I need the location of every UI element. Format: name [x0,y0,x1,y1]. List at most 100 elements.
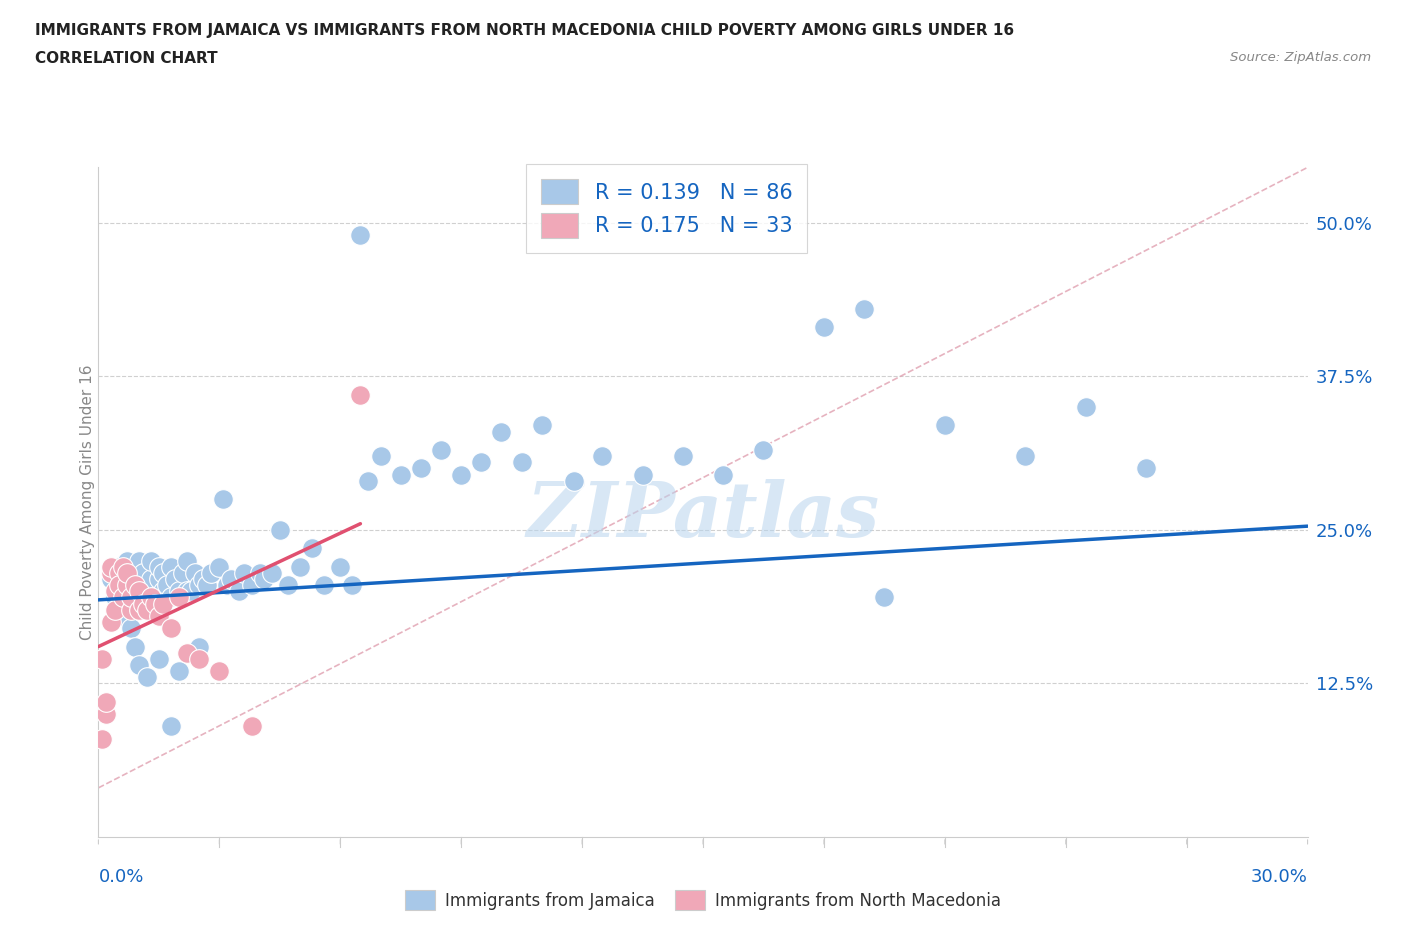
Point [329,559,352,574]
Point [184,565,207,580]
Point [115,565,138,580]
Y-axis label: Child Poverty Among Girls Under 16: Child Poverty Among Girls Under 16 [80,365,94,640]
Point [120,620,142,635]
Point [349,387,371,402]
Point [240,578,263,592]
Point [1135,461,1157,476]
Point [167,584,190,599]
Point [128,553,150,568]
Point [530,418,553,432]
Point [195,578,218,592]
Point [148,651,170,666]
Point [96,695,118,710]
Text: Source: ZipAtlas.com: Source: ZipAtlas.com [1230,51,1371,64]
Legend: Immigrants from Jamaica, Immigrants from North Macedonia: Immigrants from Jamaica, Immigrants from… [398,884,1008,917]
Point [120,603,142,618]
Point [111,608,134,623]
Point [160,620,183,635]
Point [148,559,170,574]
Point [107,559,129,574]
Point [143,590,166,604]
Point [115,584,138,599]
Point [491,424,513,439]
Point [249,565,271,580]
Text: CORRELATION CHART: CORRELATION CHART [35,51,218,66]
Point [176,645,198,660]
Point [103,590,125,604]
Point [450,467,472,482]
Point [176,584,198,599]
Point [562,473,585,488]
Point [752,443,775,458]
Point [148,608,170,623]
Point [100,559,122,574]
Point [111,559,134,574]
Point [370,448,392,463]
Point [277,578,299,592]
Point [172,565,194,580]
Point [135,603,157,618]
Point [100,565,122,580]
Point [139,553,162,568]
Point [260,565,283,580]
Point [111,565,134,580]
Point [128,584,150,599]
Point [139,590,162,604]
Point [269,523,291,538]
Point [132,596,155,611]
Point [120,590,142,604]
Text: 0.0%: 0.0% [98,868,143,885]
Point [100,572,122,587]
Point [103,584,125,599]
Point [135,590,157,604]
Point [188,651,211,666]
Point [180,584,202,599]
Point [143,596,166,611]
Point [120,565,142,580]
Point [135,670,157,684]
Text: IMMIGRANTS FROM JAMAICA VS IMMIGRANTS FROM NORTH MACEDONIA CHILD POVERTY AMONG G: IMMIGRANTS FROM JAMAICA VS IMMIGRANTS FR… [35,23,1014,38]
Point [167,664,190,679]
Point [342,578,364,592]
Point [91,651,114,666]
Point [160,590,183,604]
Text: ZIPatlas: ZIPatlas [526,479,880,552]
Point [631,467,654,482]
Point [103,603,125,618]
Point [813,320,835,335]
Point [200,565,222,580]
Point [124,596,146,611]
Point [96,707,118,722]
Point [240,719,263,734]
Point [228,584,250,599]
Point [124,559,146,574]
Point [301,541,323,556]
Point [188,639,211,654]
Point [115,578,138,592]
Point [124,578,146,592]
Point [111,590,134,604]
Point [167,590,190,604]
Point [1074,400,1097,415]
Point [132,565,155,580]
Point [176,553,198,568]
Point [107,578,129,592]
Point [389,467,412,482]
Point [120,590,142,604]
Point [107,565,129,580]
Legend: R = 0.139   N = 86, R = 0.175   N = 33: R = 0.139 N = 86, R = 0.175 N = 33 [526,165,807,253]
Point [100,615,122,630]
Point [128,658,150,672]
Point [288,559,311,574]
Point [470,455,492,470]
Point [934,418,956,432]
Point [152,596,174,611]
Point [115,553,138,568]
Point [160,559,183,574]
Point [672,448,695,463]
Point [152,584,174,599]
Point [132,584,155,599]
Point [217,578,239,592]
Point [591,448,613,463]
Point [510,455,533,470]
